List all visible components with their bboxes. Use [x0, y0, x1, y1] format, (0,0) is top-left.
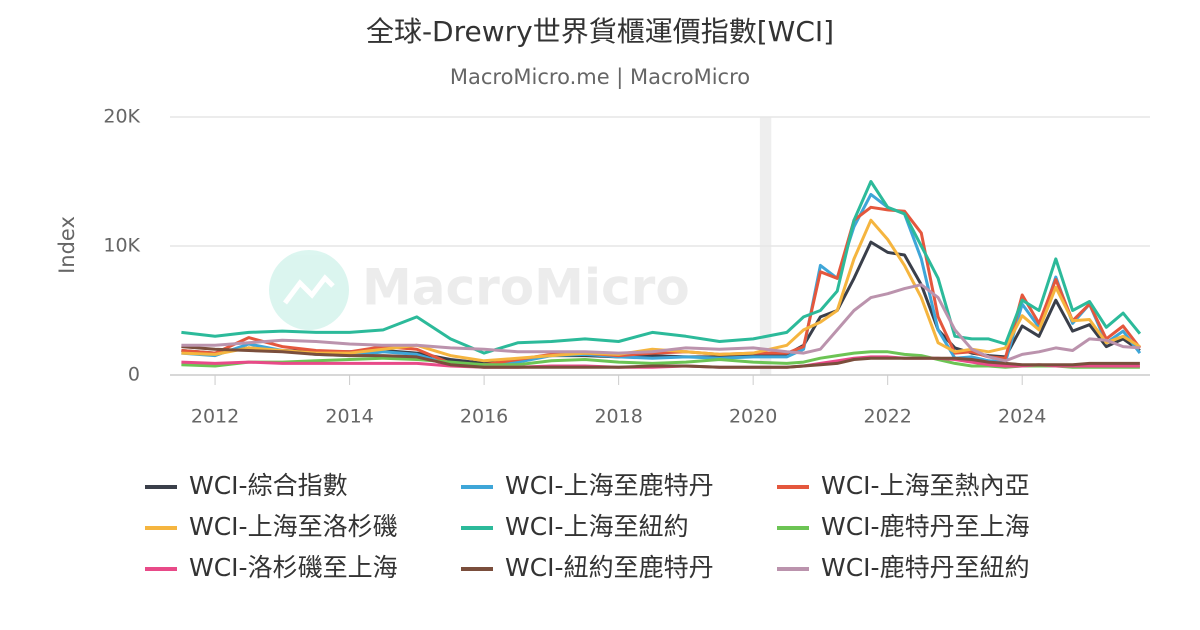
y-tick-label: 0: [128, 364, 140, 386]
y-tick-label: 10K: [103, 235, 140, 257]
x-tick-label: 2024: [998, 406, 1046, 428]
x-tick-label: 2016: [460, 406, 508, 428]
legend-label: WCI-紐約至鹿特丹: [505, 553, 714, 582]
series-line: [181, 180, 1142, 355]
legend-label: WCI-洛杉磯至上海: [189, 553, 398, 582]
series-line: [181, 345, 1140, 369]
series-line: [181, 218, 1141, 363]
y-axis-label: Index: [55, 216, 79, 274]
x-tick-label: 2022: [864, 406, 912, 428]
legend-label: WCI-上海至鹿特丹: [505, 471, 714, 500]
chart-title: 全球-Drewry世界貨櫃運價指數[WCI]: [366, 15, 834, 48]
watermark-icon-line: [283, 274, 335, 305]
legend-label: WCI-鹿特丹至紐約: [821, 553, 1030, 582]
watermark-group: MacroMicro: [269, 250, 690, 330]
x-tick-label: 2018: [594, 406, 642, 428]
series-line: [181, 283, 1141, 363]
x-tick-label: 2020: [729, 406, 777, 428]
chart-subtitle: MacroMicro.me | MacroMicro: [450, 65, 750, 90]
x-tick-label: 2014: [325, 406, 373, 428]
legend-label: WCI-上海至紐約: [505, 512, 689, 541]
x-tick-label: 2012: [191, 406, 239, 428]
legend-label: WCI-上海至洛杉磯: [189, 512, 398, 541]
watermark: MacroMicro: [362, 259, 690, 317]
y-tick-label: 20K: [103, 106, 140, 128]
legend-label: WCI-上海至熱內亞: [821, 471, 1030, 500]
legend-label: WCI-綜合指數: [189, 471, 348, 500]
legend-label: WCI-鹿特丹至上海: [821, 512, 1030, 541]
